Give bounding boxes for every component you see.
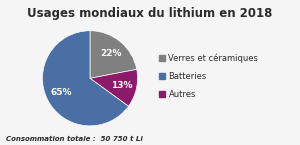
Text: 22%: 22% <box>100 49 122 58</box>
Text: Consommation totale :  50 750 t Li: Consommation totale : 50 750 t Li <box>6 136 143 142</box>
Text: 65%: 65% <box>50 88 72 97</box>
Text: 13%: 13% <box>111 81 132 90</box>
Text: Usages mondiaux du lithium en 2018: Usages mondiaux du lithium en 2018 <box>27 7 273 20</box>
Wedge shape <box>90 31 137 78</box>
Wedge shape <box>90 69 138 106</box>
Wedge shape <box>42 31 128 126</box>
Legend: Verres et céramiques, Batteries, Autres: Verres et céramiques, Batteries, Autres <box>156 50 262 102</box>
